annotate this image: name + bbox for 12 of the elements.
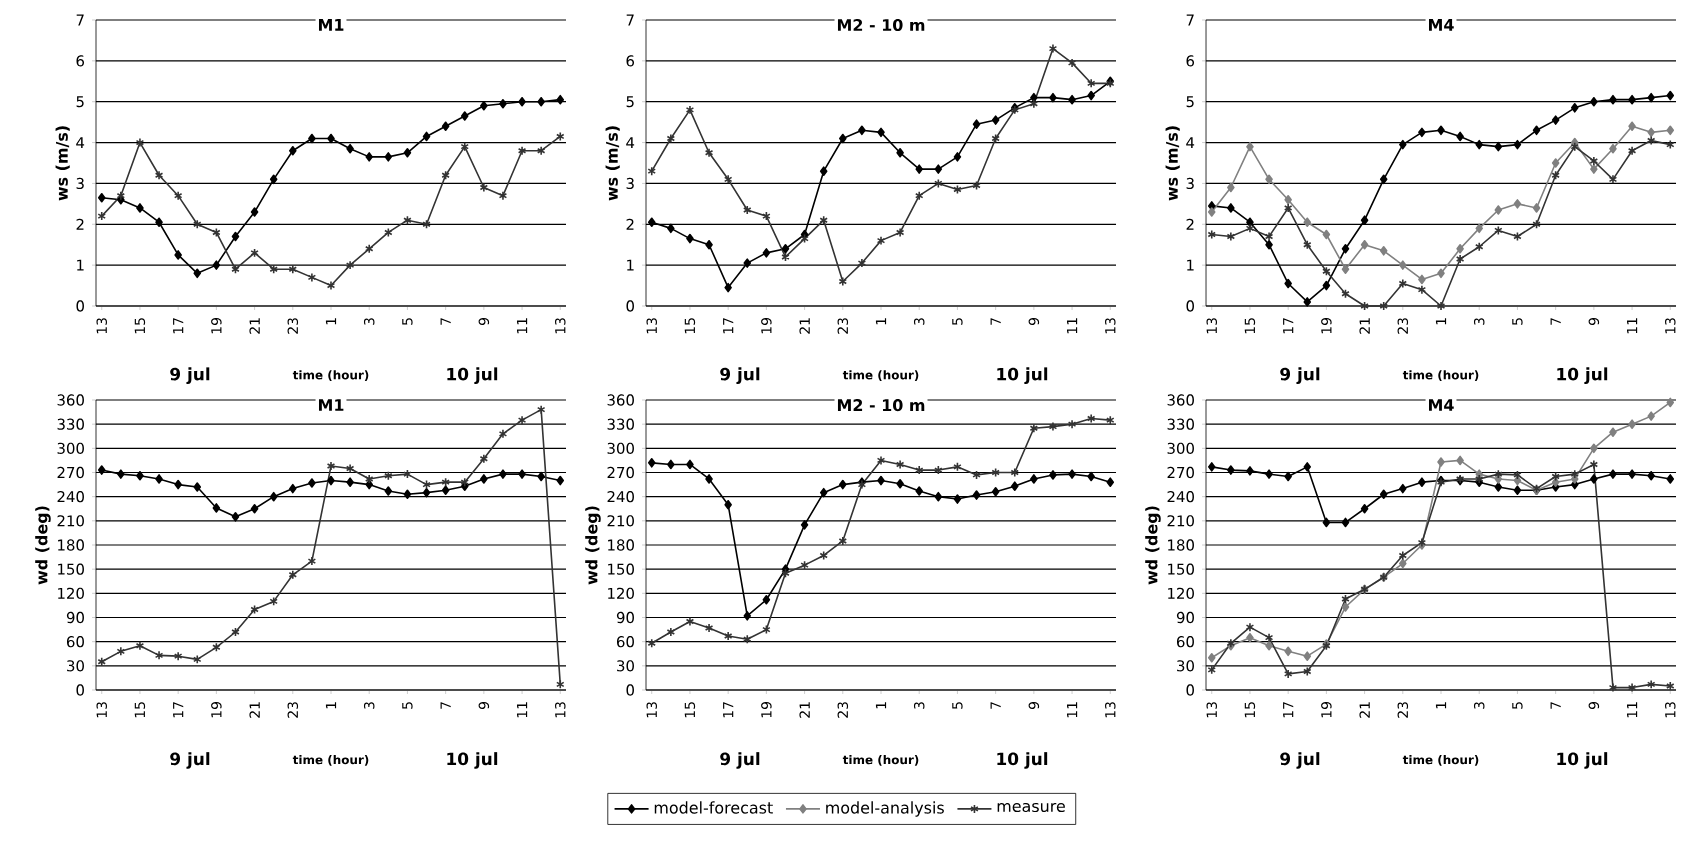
text: 10 jul <box>447 367 498 384</box>
text: 9 jul <box>1280 752 1320 769</box>
text: 10 jul <box>997 367 1048 384</box>
text: 9 jul <box>170 752 210 769</box>
text: 10 jul <box>997 752 1048 769</box>
text: 10 jul <box>1557 367 1608 384</box>
text: 9 jul <box>720 367 760 384</box>
text: 9 jul <box>1280 367 1320 384</box>
text: 9 jul <box>170 367 210 384</box>
text: 9 jul <box>720 752 760 769</box>
text: 10 jul <box>447 752 498 769</box>
text: 10 jul <box>1557 752 1608 769</box>
